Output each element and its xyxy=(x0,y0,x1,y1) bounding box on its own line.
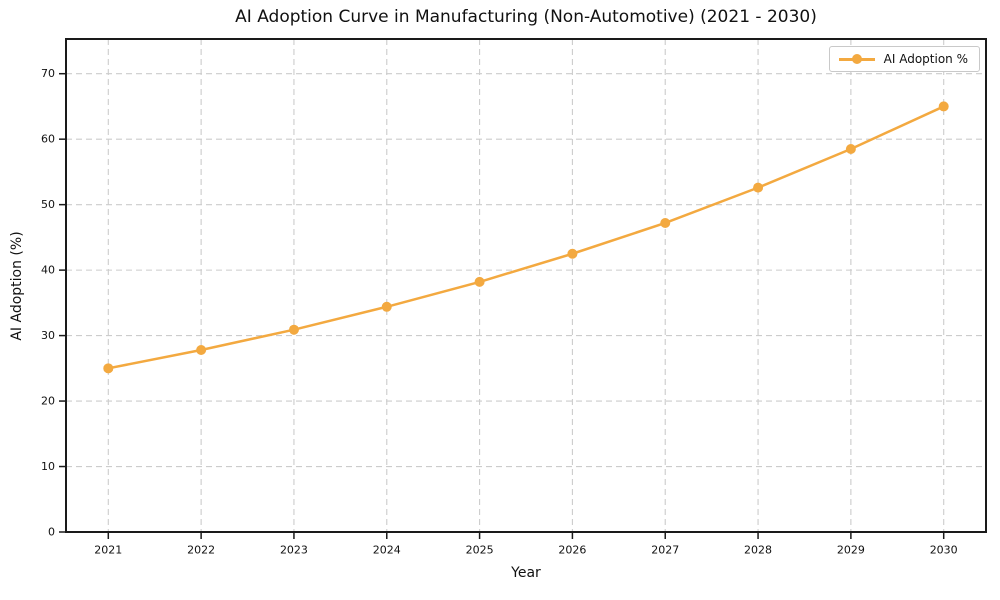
data-point xyxy=(288,324,299,335)
x-tick-label: 2022 xyxy=(187,544,215,557)
legend: AI Adoption % xyxy=(828,46,980,72)
x-axis-label: Year xyxy=(511,565,541,581)
y-tick-label: 0 xyxy=(48,526,55,539)
data-point xyxy=(845,143,856,154)
data-point xyxy=(381,301,392,312)
data-point xyxy=(753,182,764,193)
data-point xyxy=(938,101,949,112)
x-tick-label: 2023 xyxy=(280,544,308,557)
x-tick-label: 2021 xyxy=(94,544,122,557)
x-tick-label: 2024 xyxy=(373,544,401,557)
data-point xyxy=(474,276,485,287)
axes-frame xyxy=(65,38,987,533)
x-tick-label: 2028 xyxy=(744,544,772,557)
x-tick-label: 2029 xyxy=(837,544,865,557)
legend-dot-icon xyxy=(851,54,862,64)
y-tick-label: 30 xyxy=(41,329,55,342)
y-tick-label: 60 xyxy=(41,133,55,146)
data-point xyxy=(196,344,207,355)
data-point xyxy=(103,363,114,374)
x-tick-label: 2026 xyxy=(558,544,586,557)
x-tick-label: 2025 xyxy=(466,544,494,557)
chart-title: AI Adoption Curve in Manufacturing (Non-… xyxy=(235,7,817,27)
y-tick-label: 10 xyxy=(41,460,55,473)
x-tick-label: 2030 xyxy=(930,544,958,557)
data-point xyxy=(567,248,578,259)
y-tick-label: 50 xyxy=(41,198,55,211)
y-tick-label: 70 xyxy=(41,67,55,80)
legend-line-marker-icon xyxy=(838,53,875,65)
y-tick-label: 40 xyxy=(41,264,55,277)
series-line xyxy=(107,105,945,370)
y-tick-label: 20 xyxy=(41,395,55,408)
data-point xyxy=(660,217,671,228)
legend-label: AI Adoption % xyxy=(883,52,968,66)
x-tick-label: 2027 xyxy=(651,544,679,557)
